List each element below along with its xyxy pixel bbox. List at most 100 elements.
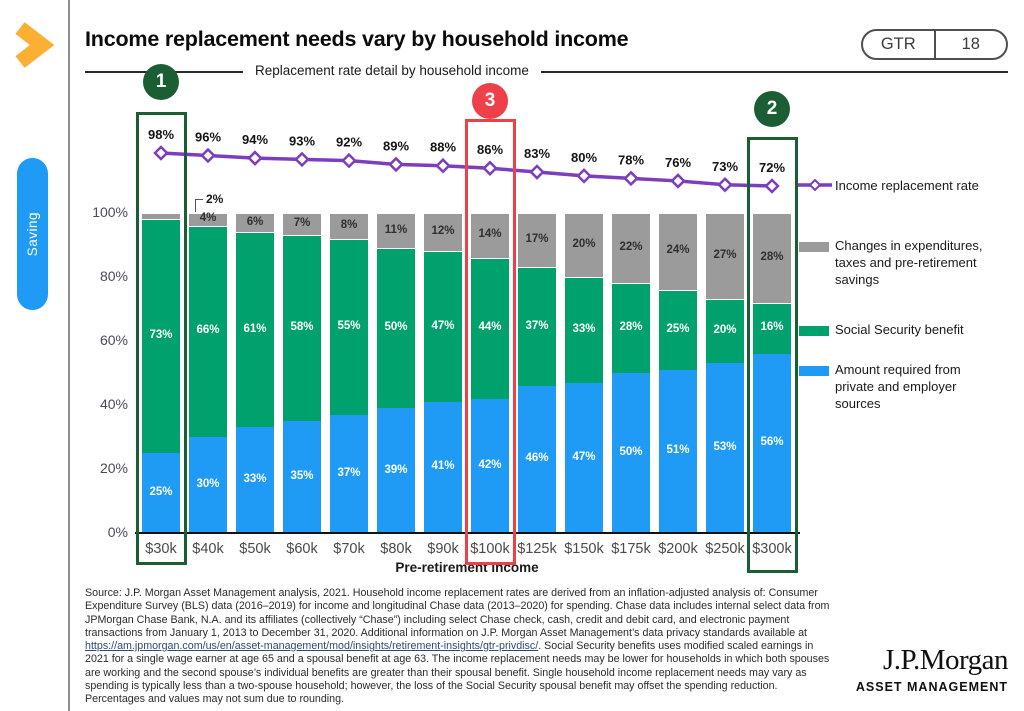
bar-value-label: 25% [149, 486, 173, 498]
bar-value-label: 25% [666, 322, 690, 335]
line-marker-diamond [341, 152, 357, 169]
bar-value-label: 42% [478, 458, 502, 471]
line-marker-diamond [200, 147, 216, 164]
bar-value-label: 53% [713, 441, 737, 454]
bar-value-label: 24% [666, 244, 690, 257]
legend-label-gray: Changes in expenditures, taxes and pre-r… [835, 238, 983, 287]
bar-value-label: 6% [246, 215, 264, 228]
bar-value-label: 20% [572, 238, 596, 250]
line-marker-diamond [670, 173, 686, 189]
bar-value-label: 20% [713, 324, 737, 337]
bar-value-label: 47% [572, 450, 596, 463]
bar-segment-$80k-2 [377, 213, 415, 249]
bar-segment-$250k-2 [706, 213, 744, 300]
bar-value-label: 44% [478, 321, 502, 334]
annotation-circle-3: 3 [472, 83, 508, 119]
line-value-label: 89% [383, 138, 409, 153]
line-value-label: 92% [336, 135, 362, 150]
gtr-badge-divider [933, 31, 936, 58]
bar-segment-$40k-1 [189, 225, 227, 437]
x-axis-tick-label: $200k [658, 541, 698, 557]
bar-segment-$40k-0 [189, 437, 227, 533]
line-value-label: 83% [524, 146, 550, 161]
bar-value-label: 50% [384, 321, 408, 334]
bar-segment-$250k-1 [706, 299, 744, 364]
bar-segment-$100k-1 [471, 257, 509, 399]
line-marker-diamond [294, 151, 310, 168]
green-legend-swatch [799, 326, 829, 336]
bar-segment-$60k-0 [283, 421, 321, 533]
bar-value-label: 73% [149, 329, 173, 342]
bar-segment-$40k-2 [189, 213, 227, 226]
legend-label-green: Social Security benefit [835, 322, 964, 337]
bar-segment-$70k-1 [330, 238, 368, 415]
bar-value-label: 39% [384, 463, 408, 476]
x-axis-tick-label: $150k [564, 541, 604, 557]
bar-value-label: 66% [196, 324, 220, 337]
bar-value-label: 33% [243, 473, 267, 486]
callout-bracket [195, 199, 203, 212]
x-axis-tick-label: $40k [192, 541, 224, 557]
bar-segment-$30k-1 [142, 219, 180, 453]
bar-value-label: 27% [713, 249, 737, 262]
source-footnote: Source: J.P. Morgan Asset Management ana… [85, 587, 837, 706]
y-axis-tick-label: 40% [99, 396, 128, 412]
bar-value-label: 50% [619, 446, 643, 458]
line-marker-diamond [435, 157, 451, 174]
legend-label-line: Income replacement rate [835, 178, 979, 193]
bar-value-label: 47% [431, 319, 455, 332]
sidebar-tab-saving[interactable]: Saving [17, 158, 48, 310]
bar-segment-$175k-0 [612, 373, 650, 533]
bar-segment-$200k-0 [659, 369, 697, 533]
bar-value-label: 55% [337, 319, 361, 332]
bar-value-label: 7% [293, 217, 311, 230]
blue-legend-swatch [799, 366, 829, 376]
line-value-label: 88% [430, 140, 456, 155]
chevron-right-icon [15, 22, 54, 68]
line-value-label: 96% [195, 130, 221, 145]
bar-segment-$50k-1 [236, 232, 274, 428]
bar-value-label: 33% [572, 322, 596, 335]
x-axis-tick-label: $50k [239, 541, 271, 557]
bar-value-label: 28% [619, 321, 643, 334]
bar-value-label: 22% [619, 241, 643, 254]
y-axis-tick-label: 20% [99, 460, 128, 476]
subtitle-rule [85, 71, 1008, 73]
x-axis-tick-label: $70k [333, 541, 365, 557]
bar-segment-$80k-1 [377, 248, 415, 409]
logo-wordmark: J.P.Morgan [883, 644, 1009, 676]
bar-value-label: 51% [666, 444, 690, 457]
bar-value-label: 37% [337, 466, 361, 479]
bar-segment-$30k-0 [142, 453, 180, 533]
vertical-divider [68, 0, 70, 711]
privacy-disclosure-link[interactable]: https://am.jpmorgan.com/us/en/asset-mana… [85, 640, 539, 653]
bar-segment-$300k-0 [753, 353, 791, 533]
bar-value-label: 41% [431, 460, 455, 473]
line-value-label: 80% [571, 150, 597, 165]
logo-subtitle: ASSET MANAGEMENT [855, 680, 1008, 694]
bar-segment-$150k-2 [565, 213, 603, 277]
sidebar-tab-label: Saving [25, 211, 40, 257]
jpmorgan-logo: J.P.Morgan ASSET MANAGEMENT [840, 644, 1009, 694]
bar-value-label: 61% [243, 322, 267, 335]
line-marker-diamond [576, 168, 592, 184]
x-axis-tick-label: $30k [145, 541, 177, 557]
bar-value-label: 46% [525, 452, 549, 465]
chart-title: Replacement rate detail by household inc… [243, 63, 541, 78]
bar-value-label: 14% [478, 228, 502, 241]
callout-2pct-label: 2% [206, 192, 224, 206]
bar-value-label: 56% [760, 436, 784, 449]
legend-label-blue: Amount required from private and employe… [835, 362, 961, 411]
bar-segment-$150k-1 [565, 277, 603, 383]
x-axis-tick-label: $250k [705, 541, 745, 557]
bar-value-label: 8% [340, 218, 358, 231]
footnote-text-pre: Source: J.P. Morgan Asset Management ana… [85, 587, 830, 639]
bar-segment-$175k-1 [612, 283, 650, 373]
bar-segment-$60k-2 [283, 213, 321, 236]
gtr-badge-page-number: 18 [961, 35, 980, 53]
footnote-text-post: . Social Security benefits uses modified… [85, 640, 830, 706]
bar-segment-$60k-1 [283, 235, 321, 421]
line-marker-diamond [247, 150, 263, 166]
gtr-page-badge: GTR 18 [861, 29, 1008, 60]
